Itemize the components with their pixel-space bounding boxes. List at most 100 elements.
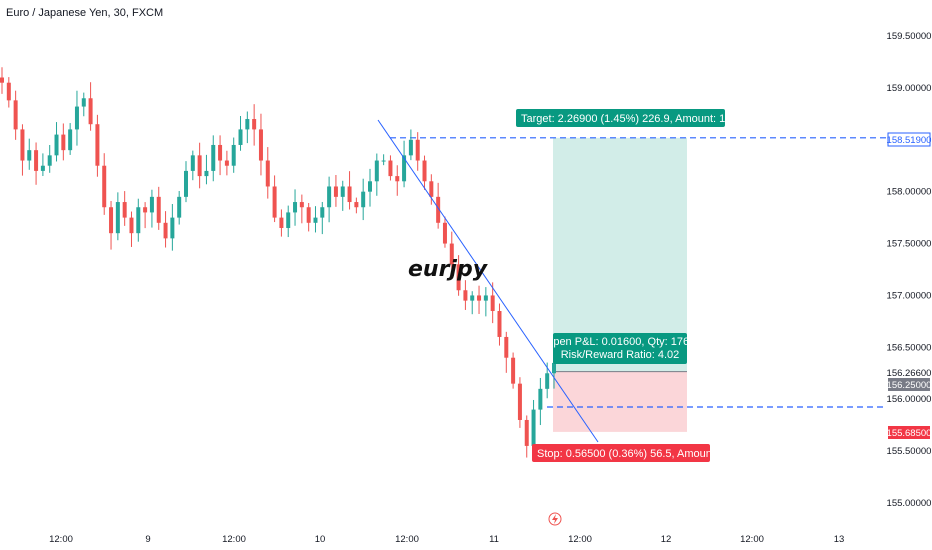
candle bbox=[40, 153, 45, 177]
candle-body bbox=[0, 77, 4, 83]
y-tick-label: 157.50000 bbox=[887, 239, 932, 250]
candle-body bbox=[265, 160, 270, 187]
candle-body bbox=[456, 264, 461, 291]
target-label[interactable]: Target: 2.26900 (1.45%) 226.9, Amount: 1… bbox=[516, 109, 759, 127]
x-tick-label: 9 bbox=[145, 534, 150, 545]
candle bbox=[177, 191, 182, 225]
candle-body bbox=[293, 202, 298, 213]
candle-body bbox=[122, 202, 127, 218]
candle-body bbox=[218, 144, 223, 161]
candle-body bbox=[422, 160, 427, 182]
trendline[interactable] bbox=[377, 119, 599, 443]
candle-body bbox=[102, 165, 107, 208]
candle bbox=[408, 129, 413, 161]
y-tick-label: 156.00000 bbox=[887, 394, 932, 405]
y-tick-label: 155.00000 bbox=[887, 498, 932, 509]
candle-body bbox=[415, 139, 420, 161]
candle bbox=[163, 211, 168, 248]
x-tick-label: 12:00 bbox=[395, 534, 419, 545]
eurjpy-annotation[interactable]: eurjpy bbox=[408, 257, 489, 282]
candle bbox=[402, 140, 407, 188]
candle-body bbox=[347, 186, 352, 203]
candle-body bbox=[354, 202, 359, 208]
candle-body bbox=[490, 295, 495, 312]
candle-body bbox=[115, 202, 120, 234]
target-label-text: Target: 2.26900 (1.45%) 226.9, Amount: 1… bbox=[521, 113, 759, 125]
candle-body bbox=[245, 119, 250, 130]
y-tick-label: 158.00000 bbox=[887, 187, 932, 198]
candle-body bbox=[170, 217, 175, 239]
candle-body bbox=[27, 150, 32, 161]
candle bbox=[347, 171, 352, 210]
candle bbox=[333, 175, 338, 207]
candle-body bbox=[272, 186, 277, 218]
candle-body bbox=[497, 311, 502, 337]
candle bbox=[218, 135, 223, 176]
candle-body bbox=[402, 155, 407, 182]
lightning-icon[interactable] bbox=[548, 512, 562, 526]
pnl-label[interactable]: Open P&L: 0.01600, Qty: 1769 Risk/Reward… bbox=[545, 333, 695, 364]
candle bbox=[299, 194, 304, 224]
y-tick-label: 159.00000 bbox=[887, 83, 932, 94]
entry-price-tag-text: 156.26600 bbox=[887, 368, 932, 379]
candle-body bbox=[252, 119, 257, 130]
candle-body bbox=[320, 207, 325, 218]
candle-body bbox=[136, 207, 141, 234]
target-zone[interactable] bbox=[553, 137, 687, 372]
candle-body bbox=[177, 196, 182, 218]
candle-body bbox=[340, 186, 345, 197]
candle bbox=[54, 122, 59, 162]
candle bbox=[265, 147, 270, 199]
candle bbox=[74, 90, 79, 146]
candle bbox=[115, 192, 120, 241]
candle bbox=[190, 150, 195, 181]
x-tick-label: 12:00 bbox=[568, 534, 592, 545]
candle bbox=[61, 123, 66, 161]
candle bbox=[47, 144, 52, 173]
candle bbox=[231, 137, 236, 173]
x-tick-label: 11 bbox=[489, 534, 499, 545]
stop-label[interactable]: Stop: 0.56500 (0.36%) 56.5, Amount: 990 bbox=[532, 444, 739, 462]
candle bbox=[361, 178, 366, 221]
candle-body bbox=[279, 217, 284, 228]
price-axis-bg bbox=[886, 0, 932, 503]
candle-body bbox=[483, 295, 488, 301]
candle-body bbox=[463, 290, 468, 301]
candle bbox=[340, 180, 345, 211]
pnl-line-1: Open P&L: 0.01600, Qty: 1769 bbox=[545, 336, 695, 348]
candle-body bbox=[231, 144, 236, 166]
candle bbox=[483, 287, 488, 317]
price-axis[interactable] bbox=[886, 0, 932, 503]
candle bbox=[422, 155, 427, 190]
candle-body bbox=[143, 207, 148, 213]
candle-body bbox=[163, 222, 168, 239]
candle-body bbox=[211, 144, 216, 171]
candle-body bbox=[313, 217, 318, 223]
candle-body bbox=[504, 336, 509, 358]
candle bbox=[184, 161, 188, 203]
candle-body bbox=[81, 98, 86, 107]
x-tick-label: 12:00 bbox=[49, 534, 73, 545]
candle bbox=[477, 285, 482, 314]
stop-price-tag: 155.68500 bbox=[887, 426, 931, 439]
target-price-tag-text: 158.51900 bbox=[887, 135, 932, 146]
candle bbox=[538, 377, 543, 426]
y-tick-label: 155.50000 bbox=[887, 446, 932, 457]
candle-body bbox=[361, 191, 366, 208]
candle-body bbox=[129, 217, 134, 234]
candle-body bbox=[95, 124, 100, 166]
candle-body bbox=[190, 155, 195, 171]
candle bbox=[136, 198, 141, 242]
candle-body bbox=[224, 160, 229, 166]
candle bbox=[170, 204, 175, 251]
x-tick-label: 12:00 bbox=[740, 534, 764, 545]
stop-zone[interactable] bbox=[553, 371, 687, 432]
candle bbox=[204, 154, 209, 185]
candle bbox=[27, 138, 32, 170]
candle-body bbox=[40, 165, 45, 171]
candle bbox=[156, 186, 161, 230]
candle-body bbox=[408, 139, 413, 156]
symbol-title: Euro / Japanese Yen, 30, FXCM bbox=[6, 7, 163, 19]
candle bbox=[470, 291, 475, 315]
